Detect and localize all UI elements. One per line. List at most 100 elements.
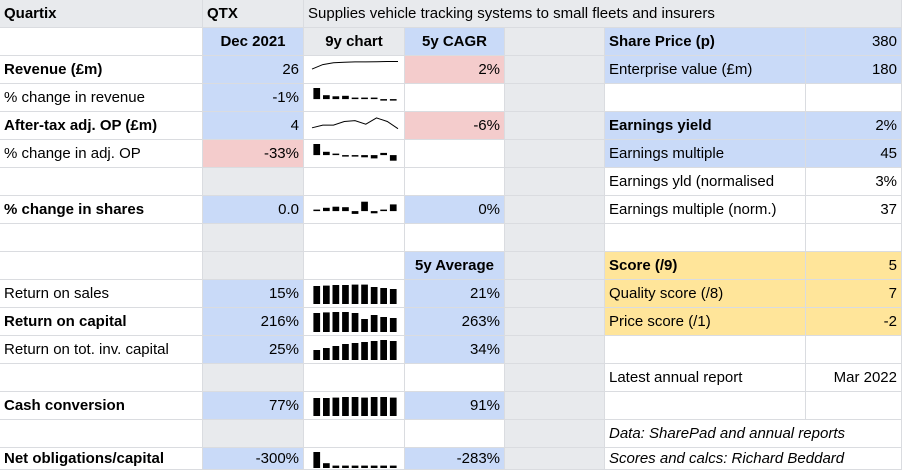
op-value[interactable]: 4: [203, 112, 304, 140]
earnings-multiple-value[interactable]: 45: [806, 140, 902, 168]
data-credit[interactable]: Data: SharePad and annual reports: [605, 420, 902, 448]
empty-cell[interactable]: [0, 28, 203, 56]
gap-cell[interactable]: [505, 28, 605, 56]
earnings-multiple-label[interactable]: Earnings multiple: [605, 140, 806, 168]
gap-cell[interactable]: [505, 56, 605, 84]
return-on-total-capital-value[interactable]: 25%: [203, 336, 304, 364]
gap-cell[interactable]: [203, 168, 304, 196]
return-on-total-capital-label[interactable]: Return on tot. inv. capital: [0, 336, 203, 364]
empty-cell[interactable]: [304, 364, 405, 392]
quality-score-label[interactable]: Quality score (/8): [605, 280, 806, 308]
return-on-sales-label[interactable]: Return on sales: [0, 280, 203, 308]
empty-cell[interactable]: [405, 84, 505, 112]
gap-cell[interactable]: [505, 140, 605, 168]
return-on-sales-average[interactable]: 21%: [405, 280, 505, 308]
empty-cell[interactable]: [405, 168, 505, 196]
net-obligations-label[interactable]: Net obligations/capital: [0, 448, 203, 470]
latest-report-value[interactable]: Mar 2022: [806, 364, 902, 392]
earnings-multiple-norm-value[interactable]: 37: [806, 196, 902, 224]
share-price-label[interactable]: Share Price (p): [605, 28, 806, 56]
earnings-yield-label[interactable]: Earnings yield: [605, 112, 806, 140]
gap-cell[interactable]: [505, 448, 605, 470]
empty-cell[interactable]: [304, 224, 405, 252]
empty-cell[interactable]: [405, 140, 505, 168]
empty-cell[interactable]: [605, 392, 806, 420]
gap-cell[interactable]: [505, 308, 605, 336]
period-header[interactable]: Dec 2021: [203, 28, 304, 56]
empty-cell[interactable]: [806, 336, 902, 364]
empty-cell[interactable]: [605, 224, 806, 252]
company-description[interactable]: Supplies vehicle tracking systems to sma…: [304, 0, 902, 28]
earnings-yield-norm-label[interactable]: Earnings yld (normalised: [605, 168, 806, 196]
shares-change-cagr[interactable]: 0%: [405, 196, 505, 224]
latest-report-label[interactable]: Latest annual report: [605, 364, 806, 392]
gap-cell[interactable]: [505, 364, 605, 392]
gap-cell[interactable]: [505, 84, 605, 112]
gap-cell[interactable]: [203, 252, 304, 280]
price-score-label[interactable]: Price score (/1): [605, 308, 806, 336]
share-price-value[interactable]: 380: [806, 28, 902, 56]
shares-change-value[interactable]: 0.0: [203, 196, 304, 224]
empty-cell[interactable]: [806, 224, 902, 252]
empty-cell[interactable]: [0, 420, 203, 448]
revenue-value[interactable]: 26: [203, 56, 304, 84]
score-label[interactable]: Score (/9): [605, 252, 806, 280]
empty-cell[interactable]: [304, 168, 405, 196]
empty-cell[interactable]: [405, 420, 505, 448]
price-score-value[interactable]: -2: [806, 308, 902, 336]
net-obligations-value[interactable]: -300%: [203, 448, 304, 470]
earnings-yield-norm-value[interactable]: 3%: [806, 168, 902, 196]
revenue-change-value[interactable]: -1%: [203, 84, 304, 112]
op-change-value[interactable]: -33%: [203, 140, 304, 168]
empty-cell[interactable]: [304, 420, 405, 448]
gap-cell[interactable]: [505, 280, 605, 308]
earnings-multiple-norm-label[interactable]: Earnings multiple (norm.): [605, 196, 806, 224]
gap-cell[interactable]: [505, 112, 605, 140]
empty-cell[interactable]: [405, 224, 505, 252]
gap-cell[interactable]: [203, 420, 304, 448]
cash-conversion-label[interactable]: Cash conversion: [0, 392, 203, 420]
empty-cell[interactable]: [304, 252, 405, 280]
empty-cell[interactable]: [0, 252, 203, 280]
op-label[interactable]: After-tax adj. OP (£m): [0, 112, 203, 140]
gap-cell[interactable]: [505, 420, 605, 448]
enterprise-value-value[interactable]: 180: [806, 56, 902, 84]
empty-cell[interactable]: [605, 336, 806, 364]
empty-cell[interactable]: [806, 392, 902, 420]
empty-cell[interactable]: [0, 364, 203, 392]
cagr-header[interactable]: 5y CAGR: [405, 28, 505, 56]
earnings-yield-value[interactable]: 2%: [806, 112, 902, 140]
return-on-capital-average[interactable]: 263%: [405, 308, 505, 336]
gap-cell[interactable]: [505, 168, 605, 196]
chart-header[interactable]: 9y chart: [304, 28, 405, 56]
revenue-cagr[interactable]: 2%: [405, 56, 505, 84]
gap-cell[interactable]: [203, 364, 304, 392]
shares-change-label[interactable]: % change in shares: [0, 196, 203, 224]
return-on-capital-value[interactable]: 216%: [203, 308, 304, 336]
gap-cell[interactable]: [203, 224, 304, 252]
empty-cell[interactable]: [0, 224, 203, 252]
company-name[interactable]: Quartix: [0, 0, 203, 28]
quality-score-value[interactable]: 7: [806, 280, 902, 308]
empty-cell[interactable]: [405, 364, 505, 392]
return-on-sales-value[interactable]: 15%: [203, 280, 304, 308]
cash-conversion-value[interactable]: 77%: [203, 392, 304, 420]
gap-cell[interactable]: [505, 252, 605, 280]
revenue-change-label[interactable]: % change in revenue: [0, 84, 203, 112]
empty-cell[interactable]: [0, 168, 203, 196]
gap-cell[interactable]: [505, 392, 605, 420]
gap-cell[interactable]: [505, 224, 605, 252]
empty-cell[interactable]: [605, 84, 806, 112]
revenue-label[interactable]: Revenue (£m): [0, 56, 203, 84]
op-cagr[interactable]: -6%: [405, 112, 505, 140]
calcs-credit[interactable]: Scores and calcs: Richard Beddard: [605, 448, 902, 470]
enterprise-value-label[interactable]: Enterprise value (£m): [605, 56, 806, 84]
empty-cell[interactable]: [806, 84, 902, 112]
average-header[interactable]: 5y Average: [405, 252, 505, 280]
ticker[interactable]: QTX: [203, 0, 304, 28]
return-on-capital-label[interactable]: Return on capital: [0, 308, 203, 336]
net-obligations-average[interactable]: -283%: [405, 448, 505, 470]
return-on-total-capital-average[interactable]: 34%: [405, 336, 505, 364]
gap-cell[interactable]: [505, 196, 605, 224]
op-change-label[interactable]: % change in adj. OP: [0, 140, 203, 168]
